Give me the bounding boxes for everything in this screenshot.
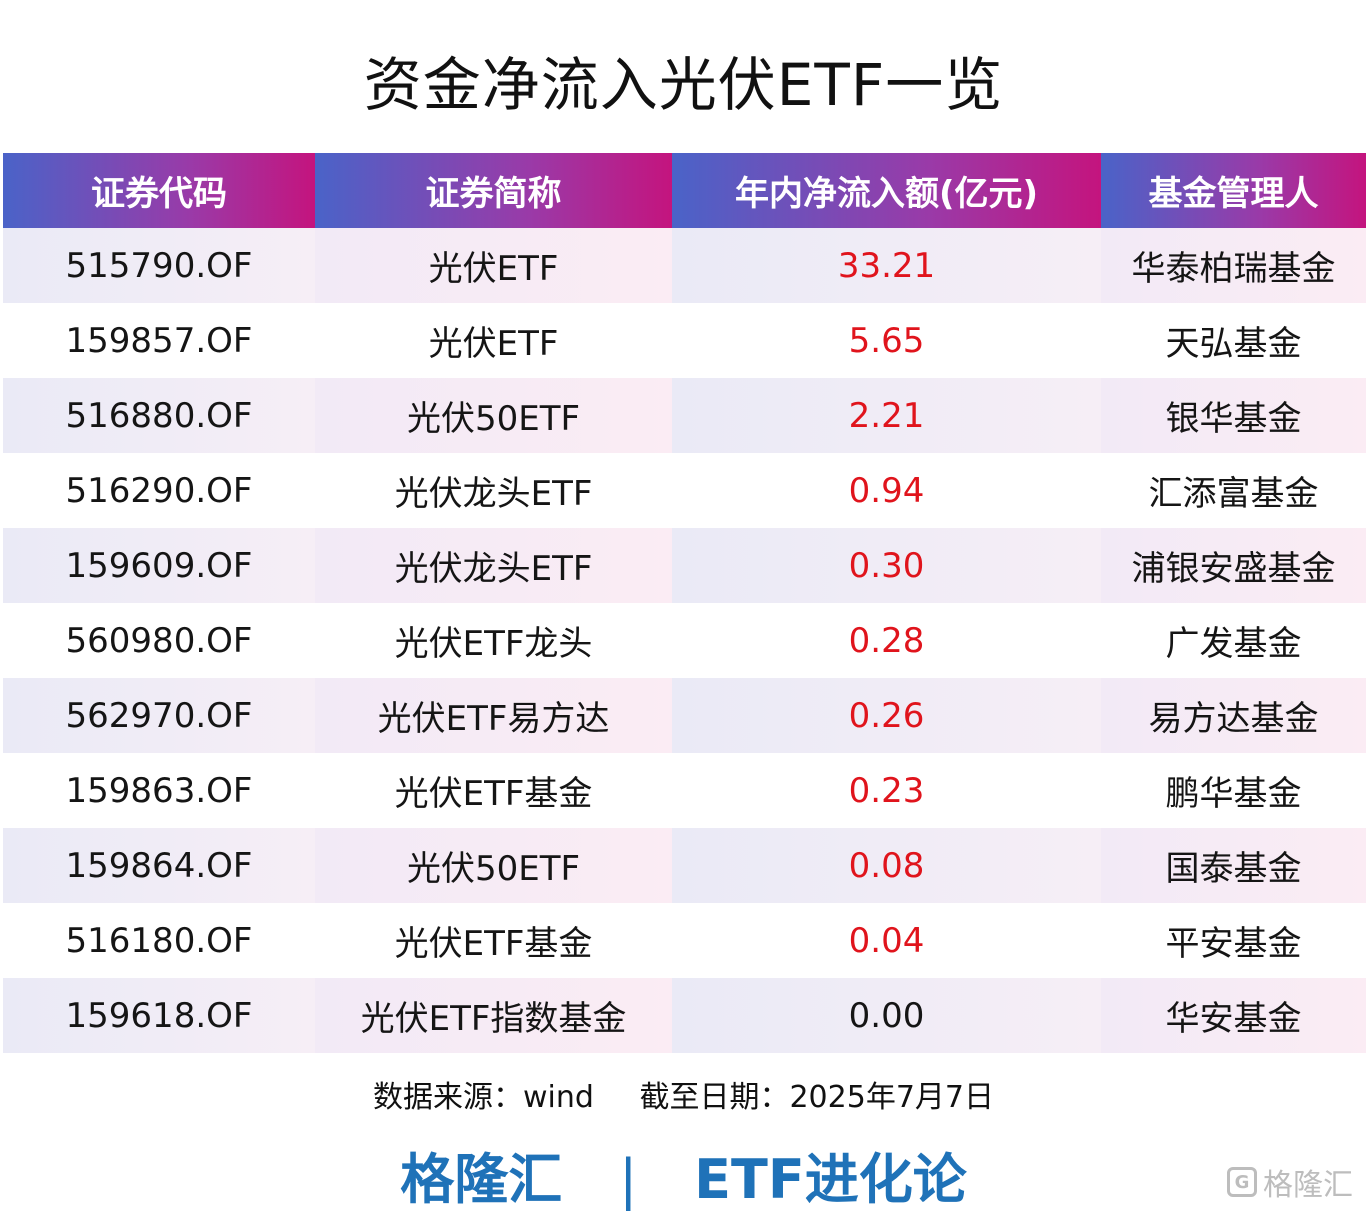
table-row: 159618.OF 光伏ETF指数基金 0.00 华安基金 — [3, 978, 1366, 1053]
cell-inflow: 0.30 — [672, 528, 1101, 603]
header-name: 证券简称 — [315, 153, 672, 228]
cell-manager: 银华基金 — [1101, 378, 1366, 453]
cell-name: 光伏ETF指数基金 — [315, 978, 672, 1053]
cell-name: 光伏ETF龙头 — [315, 603, 672, 678]
cell-name: 光伏50ETF — [315, 378, 672, 453]
cell-manager: 平安基金 — [1101, 903, 1366, 978]
cell-manager: 鹏华基金 — [1101, 753, 1366, 828]
cell-code: 159857.OF — [3, 303, 315, 378]
cell-code: 159864.OF — [3, 828, 315, 903]
cell-code: 515790.OF — [3, 228, 315, 303]
table-header: 证券代码 证券简称 年内净流入额(亿元) 基金管理人 — [3, 153, 1366, 228]
cell-name: 光伏龙头ETF — [315, 453, 672, 528]
table-row: 516880.OF 光伏50ETF 2.21 银华基金 — [3, 378, 1366, 453]
cell-inflow: 2.21 — [672, 378, 1101, 453]
cell-manager: 广发基金 — [1101, 603, 1366, 678]
cell-code: 516880.OF — [3, 378, 315, 453]
cell-name: 光伏龙头ETF — [315, 528, 672, 603]
etf-table: 证券代码 证券简称 年内净流入额(亿元) 基金管理人 515790.OF 光伏ET… — [3, 153, 1366, 1053]
table-body: 515790.OF 光伏ETF 33.21 华泰柏瑞基金 159857.OF 光伏ETF 5… — [3, 228, 1366, 1053]
cell-inflow: 0.28 — [672, 603, 1101, 678]
brand-footer: 格隆汇 | ETF进化论 — [0, 1135, 1367, 1214]
cell-inflow: 0.08 — [672, 828, 1101, 903]
header-inflow: 年内净流入额(亿元) — [672, 153, 1101, 228]
cell-manager: 天弘基金 — [1101, 303, 1366, 378]
header-code: 证券代码 — [3, 153, 315, 228]
header-manager: 基金管理人 — [1101, 153, 1366, 228]
cell-code: 159618.OF — [3, 978, 315, 1053]
cell-code: 560980.OF — [3, 603, 315, 678]
data-source-note: 数据来源：wind 截至日期：2025年7月7日 — [0, 1072, 1367, 1116]
cell-inflow: 0.94 — [672, 453, 1101, 528]
cell-manager: 华安基金 — [1101, 978, 1366, 1053]
cell-manager: 华泰柏瑞基金 — [1101, 228, 1366, 303]
table-row: 562970.OF 光伏ETF易方达 0.26 易方达基金 — [3, 678, 1366, 753]
cell-manager: 易方达基金 — [1101, 678, 1366, 753]
cell-code: 562970.OF — [3, 678, 315, 753]
cell-name: 光伏ETF — [315, 303, 672, 378]
cell-name: 光伏ETF — [315, 228, 672, 303]
table-row: 560980.OF 光伏ETF龙头 0.28 广发基金 — [3, 603, 1366, 678]
cell-manager: 汇添富基金 — [1101, 453, 1366, 528]
table-row: 515790.OF 光伏ETF 33.21 华泰柏瑞基金 — [3, 228, 1366, 303]
source-text: 数据来源：wind — [372, 1080, 594, 1115]
watermark: G 格隆汇 — [1227, 1160, 1353, 1204]
cell-inflow: 0.04 — [672, 903, 1101, 978]
cell-inflow: 0.26 — [672, 678, 1101, 753]
cell-name: 光伏50ETF — [315, 828, 672, 903]
cell-manager: 浦银安盛基金 — [1101, 528, 1366, 603]
cell-manager: 国泰基金 — [1101, 828, 1366, 903]
cell-code: 159863.OF — [3, 753, 315, 828]
brand-left: 格隆汇 — [400, 1148, 563, 1211]
cell-code: 159609.OF — [3, 528, 315, 603]
table-row: 516290.OF 光伏龙头ETF 0.94 汇添富基金 — [3, 453, 1366, 528]
watermark-logo-icon: G — [1227, 1167, 1257, 1197]
cell-inflow: 5.65 — [672, 303, 1101, 378]
brand-separator: | — [619, 1148, 638, 1211]
cell-inflow: 33.21 — [672, 228, 1101, 303]
cell-inflow: 0.00 — [672, 978, 1101, 1053]
date-text: 截至日期：2025年7月7日 — [639, 1080, 994, 1115]
table-row: 159609.OF 光伏龙头ETF 0.30 浦银安盛基金 — [3, 528, 1366, 603]
cell-code: 516290.OF — [3, 453, 315, 528]
table-row: 516180.OF 光伏ETF基金 0.04 平安基金 — [3, 903, 1366, 978]
table-row: 159864.OF 光伏50ETF 0.08 国泰基金 — [3, 828, 1366, 903]
cell-name: 光伏ETF易方达 — [315, 678, 672, 753]
table-row: 159863.OF 光伏ETF基金 0.23 鹏华基金 — [3, 753, 1366, 828]
cell-name: 光伏ETF基金 — [315, 903, 672, 978]
watermark-text: 格隆汇 — [1263, 1168, 1353, 1203]
cell-code: 516180.OF — [3, 903, 315, 978]
cell-name: 光伏ETF基金 — [315, 753, 672, 828]
brand-right: ETF进化论 — [694, 1148, 967, 1211]
table-row: 159857.OF 光伏ETF 5.65 天弘基金 — [3, 303, 1366, 378]
cell-inflow: 0.23 — [672, 753, 1101, 828]
chart-title: 资金净流入光伏ETF一览 — [363, 51, 1004, 119]
